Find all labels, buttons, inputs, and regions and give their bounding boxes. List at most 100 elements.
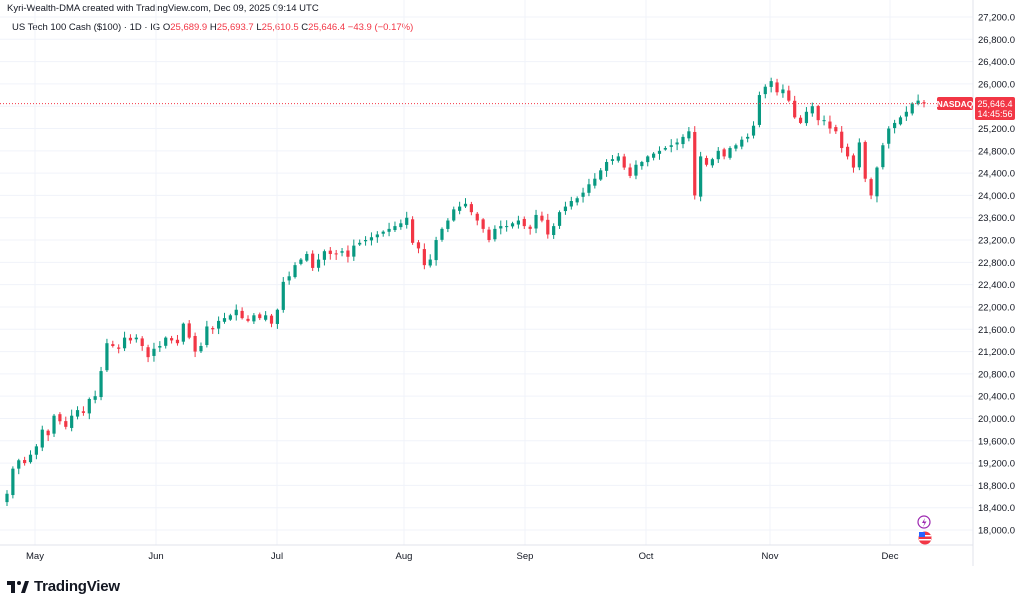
candle-body — [646, 156, 650, 163]
candle-body — [793, 100, 797, 118]
candle-body — [557, 212, 562, 226]
candle-body — [540, 215, 544, 221]
candle-body — [87, 398, 91, 414]
candle-body — [845, 146, 850, 157]
candle-body — [23, 459, 27, 464]
y-tick-label: 20,000.0 — [978, 414, 1015, 425]
y-axis[interactable]: 27,200.026,800.026,400.026,000.025,600.0… — [978, 13, 1015, 537]
candle-body — [58, 414, 62, 422]
x-tick-label: Jun — [148, 551, 163, 562]
candle-body — [352, 245, 356, 257]
attribution-text: Kyri-Wealth-DMA created with TradingView… — [7, 3, 319, 14]
candle-body — [734, 145, 738, 149]
candle-body — [499, 226, 503, 229]
y-tick-label: 23,200.0 — [978, 236, 1015, 247]
candle-body — [222, 318, 227, 322]
candle-body — [869, 179, 873, 196]
candle-body — [804, 111, 809, 124]
candle-body — [722, 149, 726, 157]
candle-body — [369, 237, 374, 241]
candle-body — [904, 111, 908, 117]
candle-body — [434, 240, 438, 261]
candle-body — [334, 253, 338, 255]
candle-body — [881, 145, 885, 168]
change-value: −43.9 (−0.17%) — [347, 22, 414, 33]
y-tick-label: 21,200.0 — [978, 347, 1015, 358]
event-icons[interactable] — [917, 515, 932, 545]
x-tick-label: May — [26, 551, 44, 562]
candle-body — [316, 259, 321, 268]
candle-body — [887, 128, 891, 144]
candle-body — [693, 131, 697, 196]
candle-body — [740, 139, 744, 147]
candle-body — [798, 117, 803, 123]
x-tick-label: Nov — [762, 551, 779, 562]
candle-body — [763, 86, 767, 95]
candle-body — [264, 315, 268, 320]
candle-body — [152, 348, 156, 356]
candle-body — [751, 125, 756, 136]
candle-body — [528, 226, 532, 229]
candle-body — [816, 106, 820, 121]
candle-body — [299, 259, 303, 264]
candle-body — [922, 102, 926, 104]
candle-body — [569, 201, 573, 207]
candle-body — [581, 192, 585, 197]
candle-body — [681, 136, 685, 145]
candle-body — [28, 454, 33, 463]
x-tick-label: Dec — [882, 551, 899, 562]
low-label: L — [256, 22, 262, 33]
candle-body — [628, 167, 632, 176]
y-tick-label: 26,400.0 — [978, 57, 1015, 68]
candle-body — [405, 217, 409, 225]
candle-body — [64, 421, 68, 427]
candle-body — [146, 347, 150, 358]
candle-body — [481, 219, 485, 229]
candle-body — [898, 117, 903, 125]
close-value: 25,646.4 — [308, 22, 346, 33]
candle-body — [93, 396, 97, 400]
candle-body — [634, 164, 638, 176]
candle-body — [293, 265, 297, 278]
candle-body — [164, 337, 168, 346]
y-tick-label: 27,200.0 — [978, 13, 1015, 24]
x-axis[interactable]: May Jun Jul Aug Sep Oct Nov Dec — [26, 551, 899, 562]
candle-body — [787, 90, 791, 101]
candle-body — [217, 320, 221, 329]
candle-body — [181, 323, 185, 342]
candle-body — [757, 95, 762, 125]
candle-body — [311, 253, 315, 268]
candle-body — [616, 156, 620, 161]
candle-body — [840, 131, 844, 149]
y-tick-label: 19,200.0 — [978, 459, 1015, 470]
open-label: O — [162, 22, 171, 33]
candle-body — [134, 337, 138, 340]
price-tag-price: 25,646.4 — [977, 99, 1012, 109]
candle-body — [363, 240, 368, 242]
candle-body — [458, 206, 462, 211]
candle-body — [910, 103, 914, 114]
candle-body — [322, 251, 327, 260]
candle-body — [52, 415, 56, 434]
candle-body — [117, 347, 121, 349]
y-tick-label: 22,400.0 — [978, 280, 1015, 291]
candle-body — [599, 170, 603, 180]
candle-body — [704, 158, 709, 165]
candle-body — [893, 122, 897, 129]
candle-body — [834, 127, 838, 132]
candle-body — [463, 203, 468, 207]
candle-body — [493, 228, 497, 240]
flag-stripe — [919, 539, 931, 541]
candle-body — [746, 136, 750, 139]
price-tag-bg — [975, 97, 1015, 120]
candle-body — [575, 198, 579, 203]
candle-body — [99, 371, 103, 398]
candle-body — [422, 249, 426, 266]
low-value: 25,610.5 — [261, 22, 299, 33]
candle-body — [699, 156, 703, 197]
candle-body — [410, 219, 415, 243]
candle-body — [710, 159, 714, 166]
candle-body — [640, 161, 644, 167]
x-tick-label: Oct — [639, 551, 654, 562]
